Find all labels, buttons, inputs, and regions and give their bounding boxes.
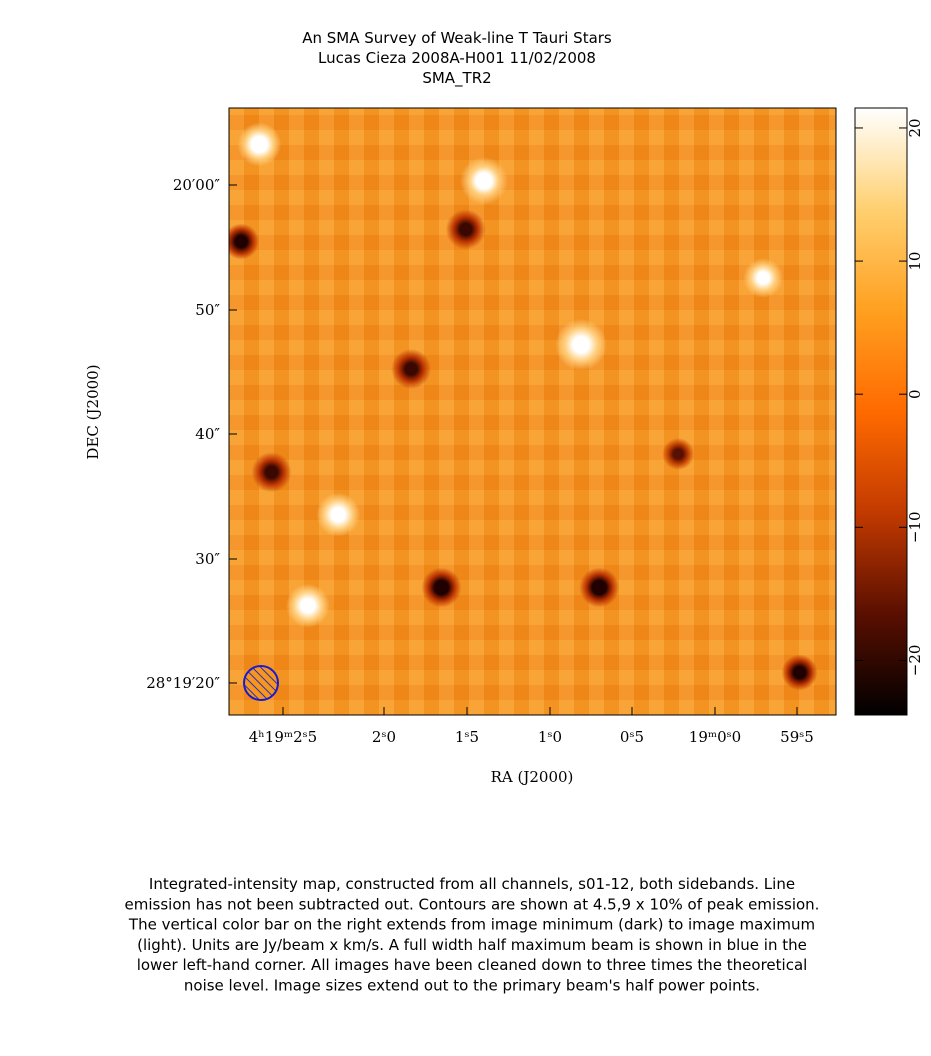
y-axis-label: DEC (J2000) [84, 364, 102, 459]
y-tick-label: 40″ [195, 425, 220, 443]
x-tick-label: 1ˢ0 [538, 728, 562, 746]
colorbar-tick-label: 10 [906, 252, 924, 271]
caption-line: The vertical color bar on the right exte… [128, 916, 815, 934]
colorbar [854, 107, 908, 716]
y-tick-label: 28°19′20″ [146, 674, 220, 692]
colorbar-tick-label: 20 [906, 118, 924, 137]
y-tick-label: 50″ [195, 301, 220, 319]
caption-line: emission has not been subtracted out. Co… [125, 895, 820, 913]
x-tick-label: 1ˢ5 [455, 728, 479, 746]
intensity-map [229, 108, 836, 715]
caption-line: noise level. Image sizes extend out to t… [184, 977, 760, 995]
x-tick-label: 0ˢ5 [620, 728, 644, 746]
y-tick-label: 20′00″ [173, 176, 221, 194]
colorbar-tick-label: −20 [906, 645, 924, 677]
colorbar-tick-label: −10 [906, 511, 924, 543]
plot-frame [228, 107, 837, 716]
caption-line: lower left-hand corner. All images have … [137, 956, 808, 974]
beam [243, 665, 279, 701]
caption-line: Integrated-intensity map, constructed fr… [149, 875, 795, 893]
chart-title: An SMA Survey of Weak-line T Tauri Stars [302, 29, 612, 47]
x-tick-label: 4ʰ19ᵐ2ˢ5 [249, 728, 317, 746]
x-tick-label: 19ᵐ0ˢ0 [689, 728, 741, 746]
chart-title: Lucas Cieza 2008A-H001 11/02/2008 [318, 49, 596, 67]
x-tick-label: 2ˢ0 [372, 728, 396, 746]
colorbar-tick-label: 0 [906, 389, 924, 399]
caption-line: (light). Units are Jy/beam x km/s. A ful… [137, 936, 807, 954]
x-axis-label: RA (J2000) [491, 768, 574, 786]
x-tick-label: 59ˢ5 [780, 728, 814, 746]
y-tick-label: 30″ [195, 550, 220, 568]
chart-title: SMA_TR2 [422, 69, 491, 88]
